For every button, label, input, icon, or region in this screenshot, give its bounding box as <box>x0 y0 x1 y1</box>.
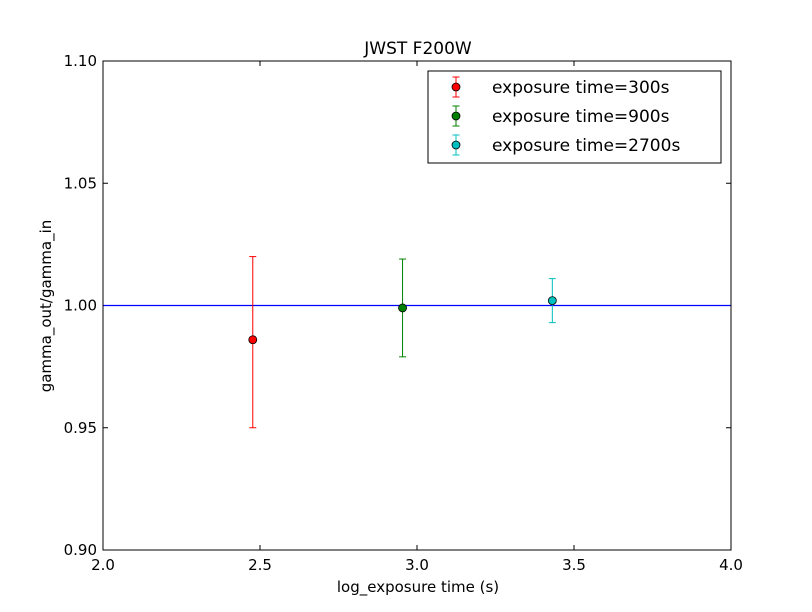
data-point <box>248 335 258 345</box>
chart-title: JWST F200W <box>363 39 472 59</box>
y-tick-label: 0.90 <box>64 541 97 559</box>
legend-marker <box>451 111 461 121</box>
data-point <box>547 296 557 306</box>
legend-label: exposure time=900s <box>492 107 670 127</box>
legend-marker <box>451 140 461 150</box>
x-tick-label: 4.0 <box>719 556 743 574</box>
x-tick-label: 2.0 <box>91 556 115 574</box>
legend: exposure time=300s exposure time=900s expo… <box>427 70 722 164</box>
x-tick-label: 3.0 <box>405 556 429 574</box>
plot-area: 2.0 2.5 3.0 3.5 4.0 0.90 0.95 1.00 1.05 1.10 <box>64 52 743 574</box>
axes-frame <box>102 60 732 551</box>
y-tick-label: 1.00 <box>64 297 97 315</box>
y-tick-label: 1.05 <box>64 174 97 192</box>
x-tick-label: 3.5 <box>562 556 586 574</box>
legend-label: exposure time=2700s <box>492 136 680 156</box>
data-point <box>398 303 407 313</box>
y-tick-label: 0.95 <box>64 419 97 437</box>
legend-box <box>427 70 722 164</box>
y-tick-label: 1.10 <box>64 52 97 70</box>
y-axis-label: gamma_out/gamma_in <box>37 220 56 393</box>
x-tick-label: 2.5 <box>248 556 272 574</box>
legend-label: exposure time=300s <box>492 78 670 98</box>
x-axis-label: log_exposure time (s) <box>337 578 499 597</box>
legend-marker <box>451 82 461 92</box>
